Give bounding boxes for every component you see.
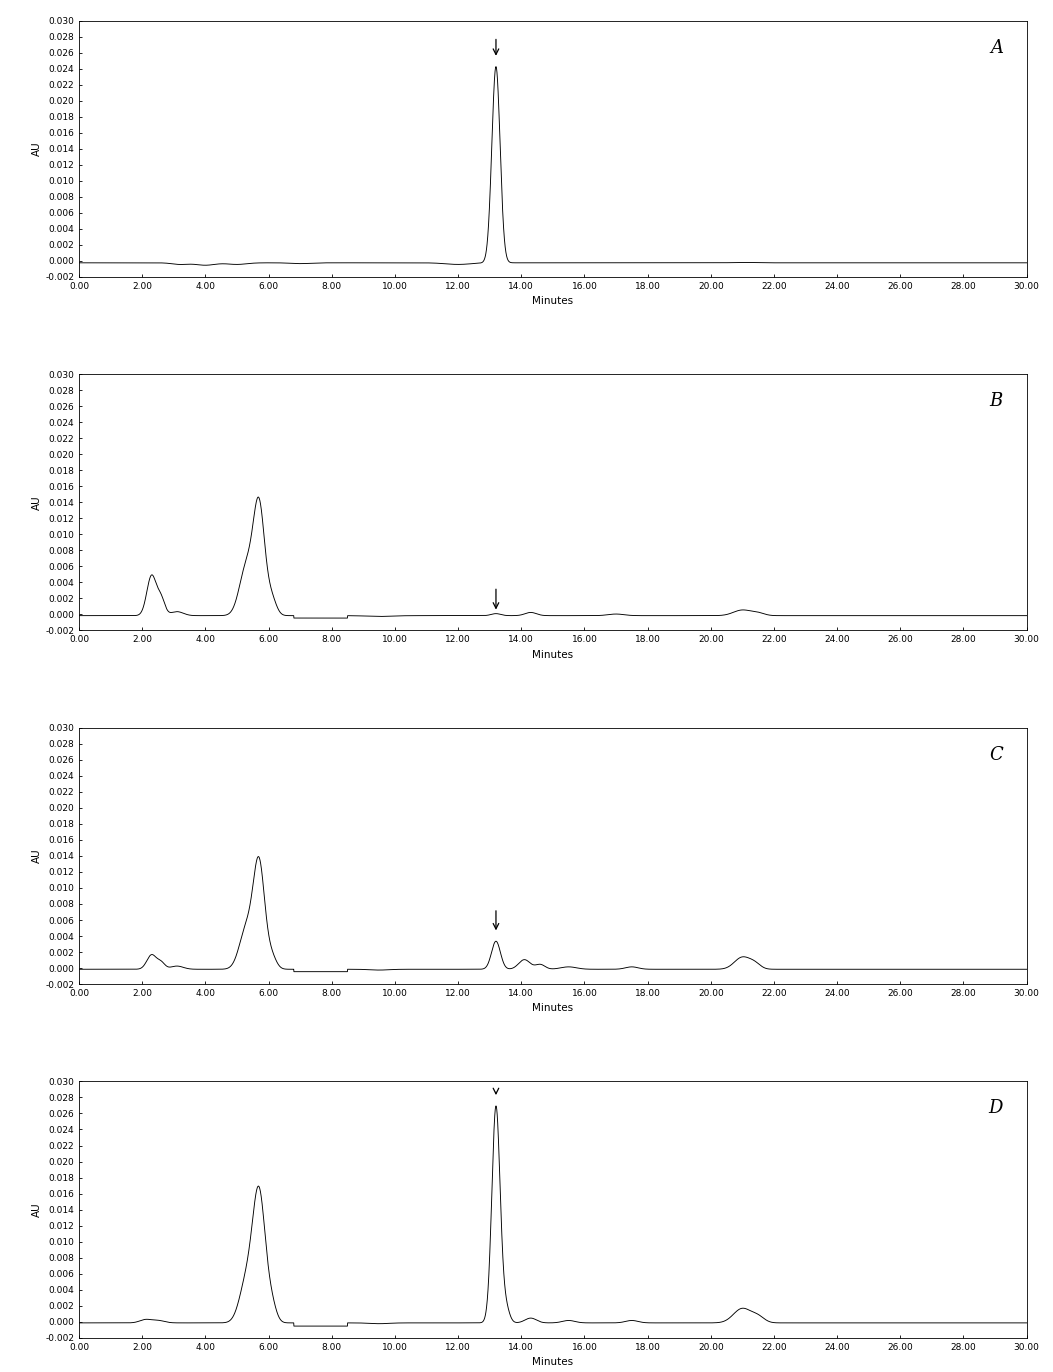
Text: C: C <box>989 746 1002 764</box>
X-axis label: Minutes: Minutes <box>532 650 574 660</box>
Y-axis label: AU: AU <box>33 495 42 509</box>
X-axis label: Minutes: Minutes <box>532 1003 574 1014</box>
Y-axis label: AU: AU <box>33 141 42 156</box>
Text: D: D <box>989 1099 1002 1117</box>
X-axis label: Minutes: Minutes <box>532 1357 574 1367</box>
Y-axis label: AU: AU <box>33 849 42 863</box>
X-axis label: Minutes: Minutes <box>532 296 574 306</box>
Y-axis label: AU: AU <box>33 1202 42 1217</box>
Text: B: B <box>990 392 1002 410</box>
Text: A: A <box>990 38 1002 56</box>
